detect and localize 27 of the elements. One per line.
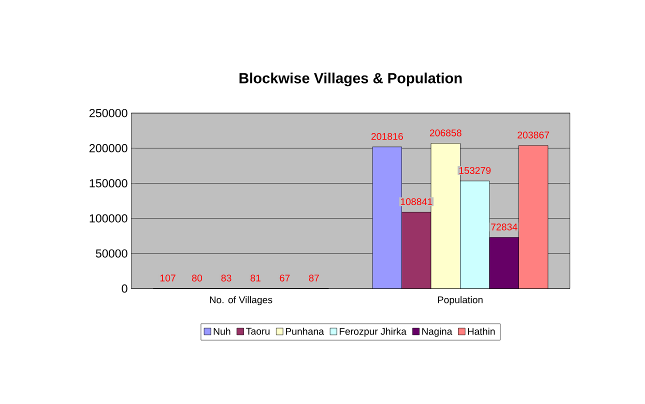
data-label: 80 [192,274,202,282]
data-label: 87 [309,274,319,282]
data-label: 153279 [459,167,491,174]
data-label: 83 [221,274,232,282]
chart-title: Blockwise Villages & Population [240,72,462,86]
data-label: 72834 [491,224,518,231]
data-label: 206858 [430,130,462,137]
y-tick-label: 200000 [89,144,128,152]
data-label: 67 [280,274,290,282]
data-label: 108841 [400,198,432,206]
data-label: 81 [250,274,260,282]
legend-label: Nagina [422,328,452,337]
legend-label: Taoru [246,328,270,335]
y-tick-label: 50000 [96,250,128,258]
data-label: 107 [160,274,176,282]
x-tick-label: No. of Villages [210,296,272,306]
y-tick-label: 100000 [90,214,128,223]
y-tick-label: 0 [122,284,128,293]
legend-label: Nuh [214,328,230,336]
y-tick-label: 250000 [89,109,128,118]
x-tick-label: Population [438,296,483,306]
y-tick-label: 150000 [90,179,128,188]
legend-label: Hathin [468,328,495,336]
legend-label: Ferozpur Jhirka [340,328,406,337]
data-label: 203867 [518,132,550,139]
legend-label: Punhana [286,328,324,336]
data-label: 201816 [371,133,403,140]
